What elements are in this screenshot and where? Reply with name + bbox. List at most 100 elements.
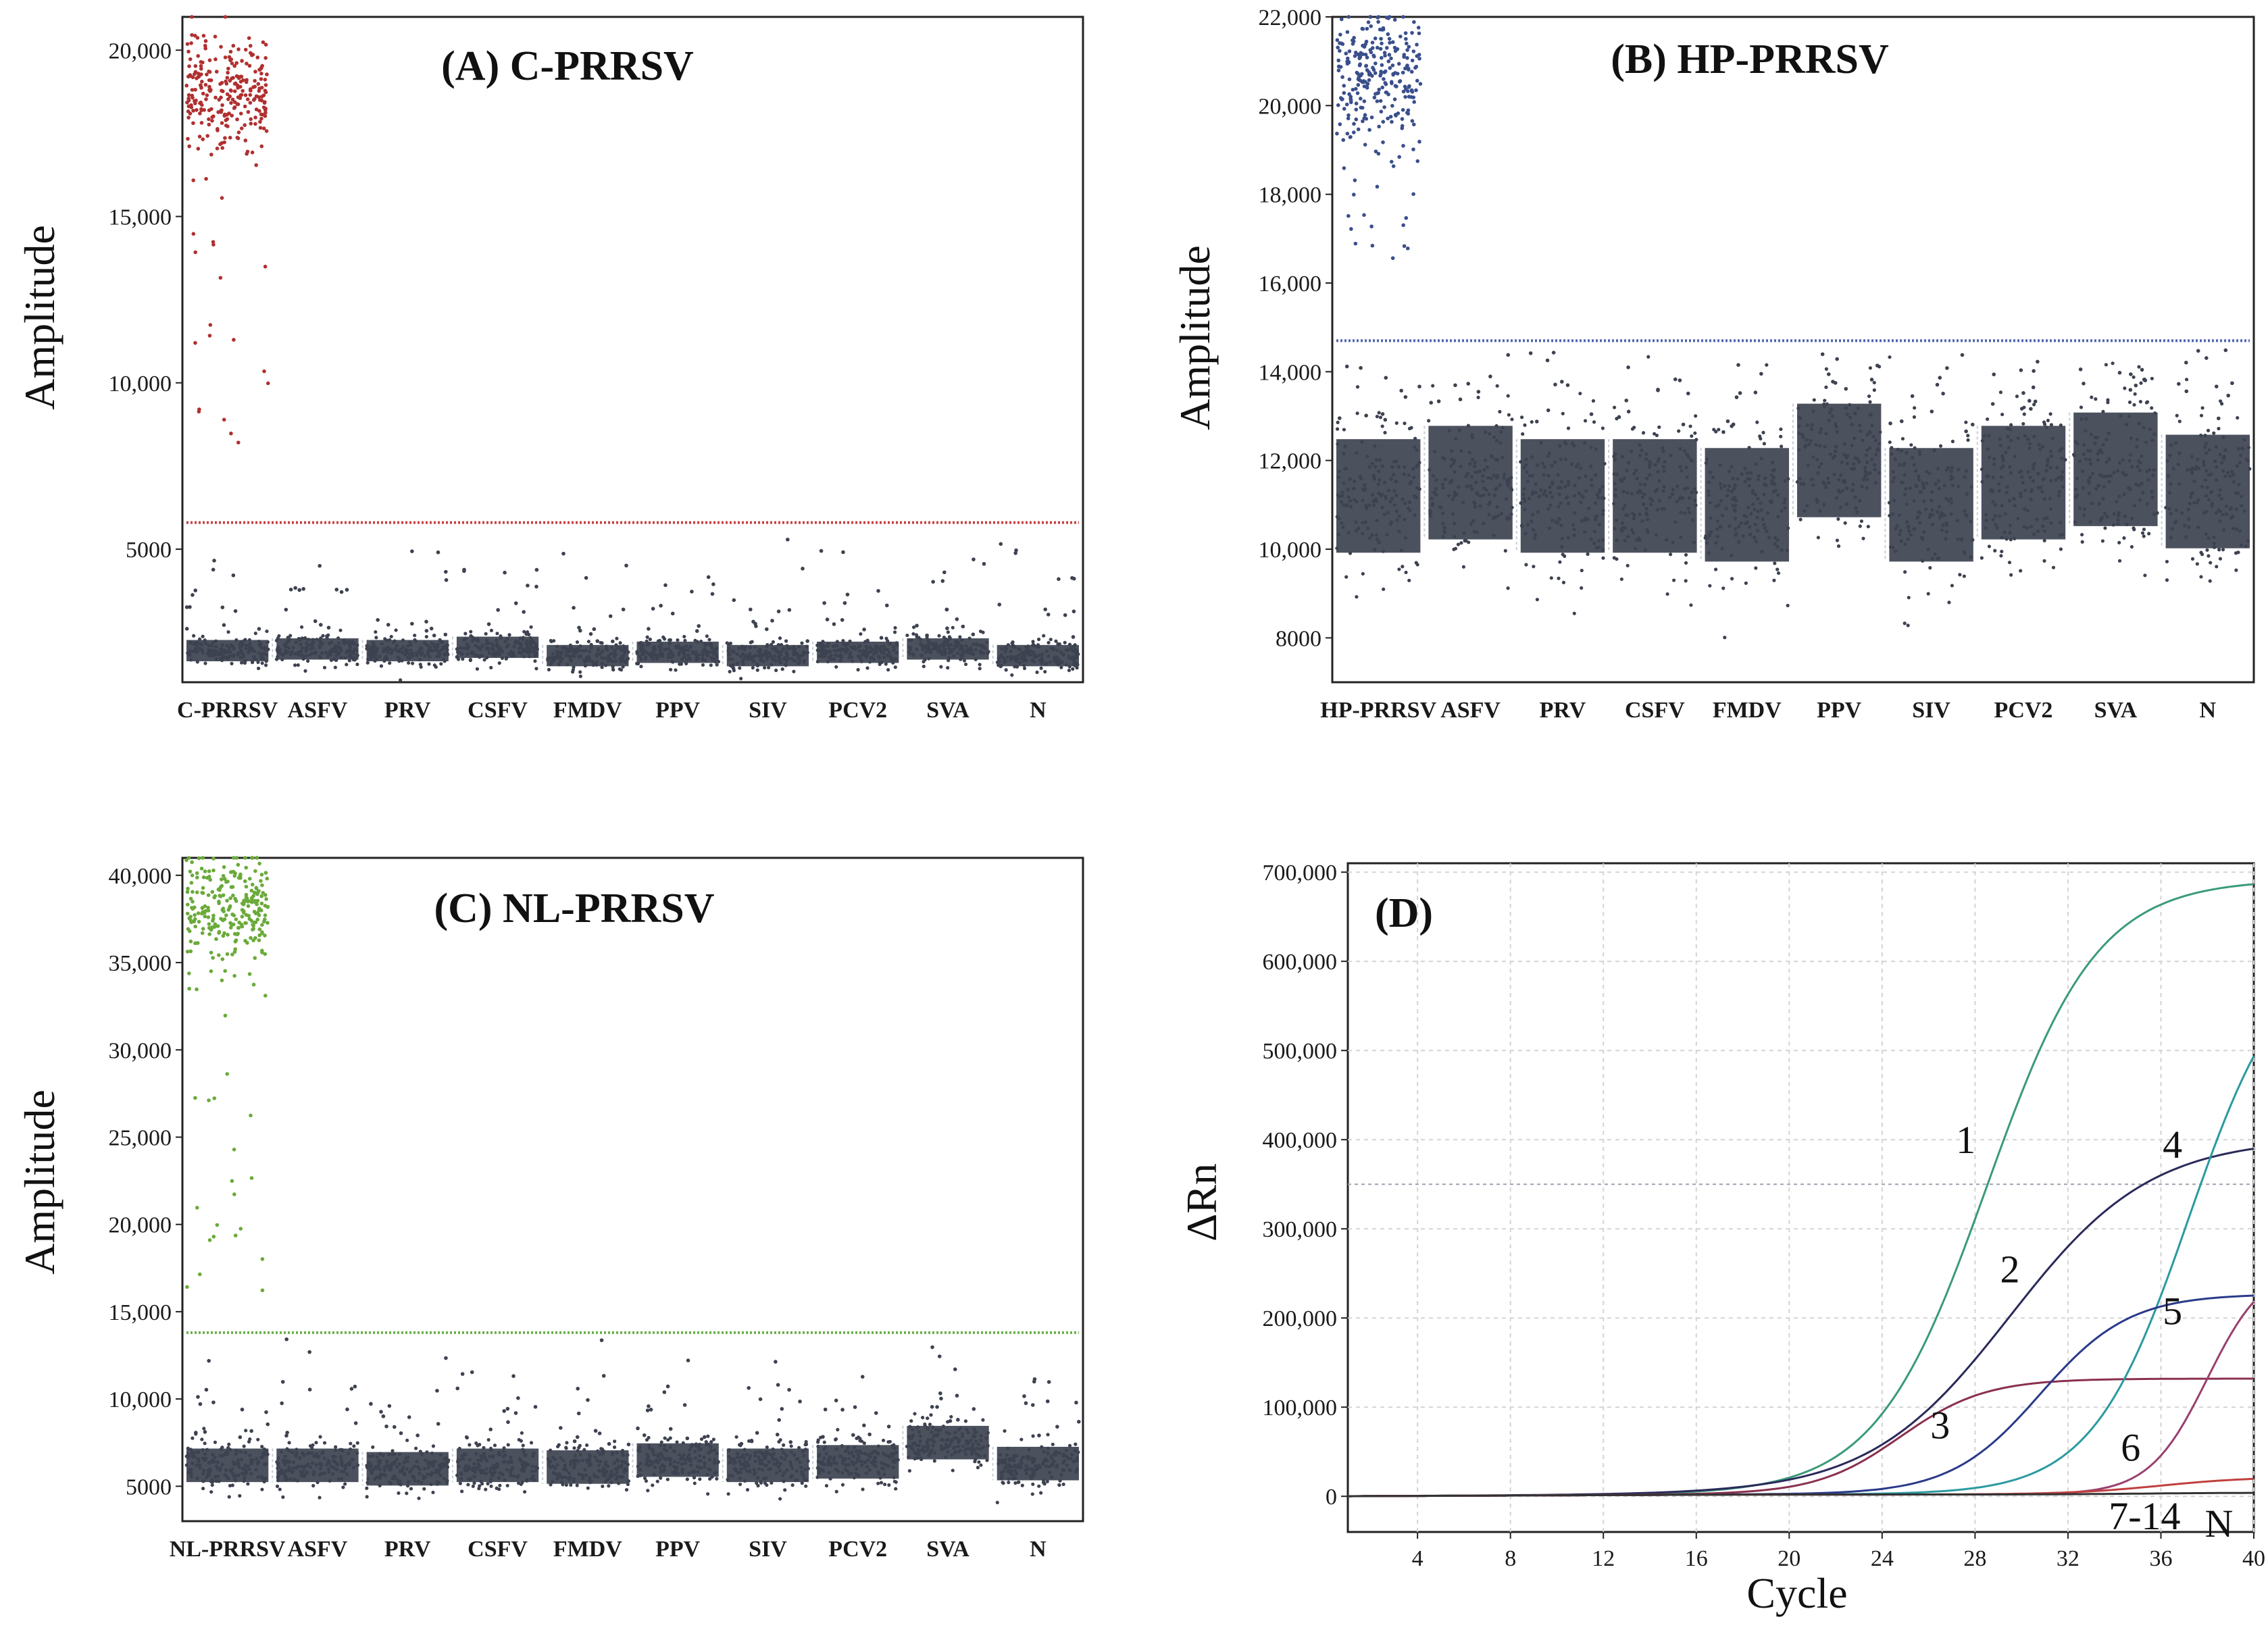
positive-droplet [1404, 36, 1408, 41]
negative-droplet [1707, 493, 1711, 497]
outlier-droplet [288, 587, 293, 592]
negative-droplet [230, 1471, 235, 1476]
rain-droplet [222, 417, 226, 422]
negative-droplet [247, 643, 251, 647]
negative-droplet [782, 647, 786, 652]
negative-droplet [844, 650, 848, 655]
negative-droplet [1620, 528, 1624, 532]
negative-droplet [1468, 462, 1472, 466]
negative-droplet [2127, 486, 2131, 490]
positive-droplet [190, 873, 195, 877]
negative-droplet [1595, 492, 1599, 497]
negative-droplet [1009, 657, 1013, 661]
positive-droplet [1415, 43, 1419, 47]
y-tick-label: 15,000 [109, 205, 172, 230]
outlier-droplet [2214, 384, 2219, 388]
negative-droplet [2003, 512, 2007, 516]
negative-droplet [1357, 526, 1361, 531]
negative-droplet [1021, 653, 1025, 657]
negative-droplet [213, 639, 218, 643]
negative-droplet [1905, 451, 1909, 455]
negative-droplet [1478, 504, 1482, 508]
negative-droplet [1858, 499, 1862, 503]
negative-droplet [218, 1454, 222, 1458]
negative-droplet [1344, 504, 1349, 508]
negative-droplet [1059, 650, 1063, 655]
negative-droplet [1547, 451, 1552, 455]
negative-droplet [2234, 507, 2238, 511]
y-tick-label: 35,000 [109, 951, 172, 976]
positive-droplet [203, 82, 208, 87]
negative-droplet [1550, 495, 1554, 499]
negative-droplet [2008, 465, 2012, 469]
negative-droplet [1342, 428, 1346, 432]
positive-droplet [217, 901, 221, 905]
negative-droplet [892, 630, 897, 634]
negative-droplet [1980, 556, 1984, 560]
negative-droplet [1850, 444, 1854, 448]
negative-droplet [318, 640, 322, 644]
positive-droplet [214, 937, 218, 942]
outlier-droplet [249, 1429, 253, 1433]
negative-droplet [946, 630, 950, 634]
negative-droplet [1859, 429, 1863, 433]
negative-droplet [443, 1477, 447, 1481]
negative-droplet [304, 1472, 308, 1476]
negative-droplet [1572, 444, 1576, 448]
negative-droplet [316, 1454, 320, 1459]
negative-droplet [747, 654, 751, 658]
negative-droplet [1573, 483, 1577, 488]
positive-droplet [190, 88, 195, 92]
negative-droplet [484, 632, 488, 636]
negative-droplet [2224, 512, 2229, 516]
negative-droplet [1415, 463, 1420, 467]
negative-droplet [409, 1487, 413, 1491]
positive-droplet [193, 913, 197, 917]
negative-droplet [638, 655, 642, 659]
negative-droplet [1771, 468, 1775, 473]
negative-droplet [947, 644, 951, 648]
negative-droplet [2217, 493, 2221, 497]
negative-droplet [2059, 521, 2063, 525]
negative-droplet [1453, 534, 1457, 539]
negative-droplet [978, 643, 982, 647]
negative-droplet [1038, 659, 1042, 663]
negative-droplet [2013, 536, 2017, 541]
negative-droplet [322, 1441, 327, 1445]
negative-droplet [381, 648, 386, 653]
positive-droplet [1387, 53, 1392, 57]
outlier-droplet [1844, 386, 1848, 391]
positive-droplet [196, 72, 201, 76]
negative-droplet [1592, 420, 1596, 424]
negative-droplet [834, 653, 838, 657]
negative-droplet [1980, 439, 1984, 443]
negative-droplet [463, 646, 468, 650]
negative-droplet [1389, 477, 1393, 481]
negative-droplet [778, 653, 782, 657]
negative-droplet [365, 1486, 369, 1490]
outlier-droplet [765, 627, 769, 632]
negative-droplet [276, 1479, 280, 1483]
outlier-droplet [845, 592, 850, 596]
negative-droplet [1336, 420, 1340, 424]
negative-droplet [326, 1458, 330, 1462]
negative-droplet [1799, 482, 1803, 486]
negative-droplet [1461, 501, 1465, 505]
positive-droplet [193, 101, 197, 105]
negative-droplet [1594, 515, 1598, 519]
rain-droplet [262, 369, 266, 374]
negative-droplet [2103, 526, 2107, 530]
negative-droplet [2188, 495, 2193, 499]
negative-droplet [1782, 501, 1786, 505]
negative-droplet [366, 1465, 370, 1469]
negative-droplet [949, 648, 953, 652]
negative-droplet [2130, 465, 2134, 469]
negative-droplet [610, 646, 614, 650]
negative-droplet [1753, 492, 1758, 496]
outlier-droplet [999, 542, 1003, 546]
negative-droplet [1067, 665, 1072, 669]
negative-droplet [562, 646, 566, 650]
negative-droplet [1383, 430, 1387, 435]
positive-droplet [259, 894, 263, 898]
negative-droplet [2072, 454, 2077, 458]
